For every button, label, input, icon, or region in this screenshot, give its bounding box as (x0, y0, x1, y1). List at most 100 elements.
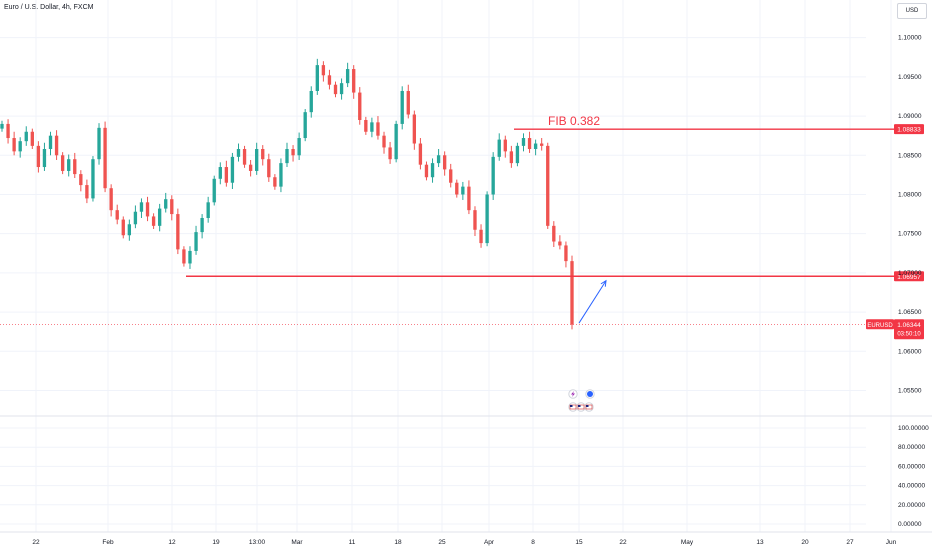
candle (121, 216, 125, 239)
time-tick-label: 22 (619, 539, 627, 546)
candle-body (473, 210, 477, 230)
candle (388, 141, 392, 164)
candle-body (303, 112, 307, 139)
candle (546, 142, 550, 229)
candle (236, 143, 241, 162)
candle-body (515, 145, 520, 164)
candle (345, 62, 350, 88)
candle-body (412, 114, 417, 144)
candle-body (552, 225, 556, 242)
candle-body (521, 138, 526, 146)
projection-arrow (578, 280, 607, 324)
candle (515, 142, 520, 167)
price-tick-label: 1.06000 (898, 348, 922, 355)
candle (552, 221, 556, 248)
candle-body (503, 139, 507, 152)
candle-body (170, 199, 174, 215)
candle (564, 241, 568, 268)
candle-body (449, 169, 453, 183)
candle-body (327, 75, 332, 85)
candle (85, 179, 89, 204)
candle-body (442, 155, 447, 170)
candle-body (12, 138, 16, 152)
candle (176, 208, 180, 255)
candle (527, 131, 532, 153)
time-tick-label: 15 (575, 539, 583, 546)
candle-body (157, 208, 162, 226)
time-axis[interactable]: 22 Feb 12 19 13:00 Mar 11 18 25 Apr 8 15 22 May 13 20 27… (32, 539, 896, 546)
time-tick-label: 13 (756, 539, 764, 546)
candle-body (279, 163, 283, 187)
candle-body (145, 202, 150, 217)
indicator-tick-label: 60.00000 (898, 463, 925, 470)
candle (97, 123, 101, 165)
level-price-label: 1.08833 (897, 127, 921, 134)
candle-body (297, 138, 301, 156)
candle (54, 130, 59, 160)
candle-body (418, 143, 423, 165)
candle (364, 116, 368, 135)
candle-body (345, 69, 350, 84)
currency-button[interactable]: USD (897, 3, 927, 19)
symbol-label: EURUSD (867, 323, 893, 329)
price-tick-label: 1.08000 (898, 191, 922, 198)
price-tick-label: 1.09500 (898, 74, 922, 81)
flag-canton (586, 405, 589, 407)
candle (570, 255, 574, 330)
event-markers[interactable] (568, 389, 595, 412)
candle-body (85, 185, 89, 199)
candle (273, 174, 277, 190)
candle-body (273, 177, 277, 187)
candle-body (255, 149, 259, 171)
candle (473, 206, 477, 237)
candle (540, 138, 544, 151)
symbol-badge (866, 319, 894, 330)
level-price-badge (894, 124, 924, 135)
candle (30, 128, 34, 150)
candle (36, 141, 41, 173)
candle (358, 87, 362, 125)
candle (139, 198, 144, 218)
candle-body (218, 167, 222, 179)
candle-body (121, 219, 125, 236)
candle (103, 121, 107, 193)
flag-canton (578, 405, 581, 407)
candle-body (315, 65, 319, 91)
time-tick-label: 12 (168, 539, 176, 546)
candle-body (291, 149, 295, 156)
flag-canton (570, 405, 573, 407)
candle-body (370, 122, 374, 132)
candle-body (509, 151, 514, 164)
level-price-badge (894, 271, 924, 282)
candle-body (224, 167, 229, 183)
candles (0, 58, 574, 330)
candle (127, 219, 132, 241)
candle-body (176, 214, 180, 250)
candle-body (467, 186, 471, 211)
candle-body (285, 149, 289, 164)
last-price-badge (894, 319, 924, 340)
candle (491, 152, 495, 200)
projection-arrow-head (600, 279, 607, 287)
price-tick-label: 1.07500 (898, 231, 922, 238)
candle (267, 153, 271, 182)
time-tick-label: 25 (438, 539, 446, 546)
candle-body (133, 211, 138, 225)
candle (151, 213, 156, 229)
time-tick-label: 19 (212, 539, 220, 546)
candle-body (109, 188, 113, 211)
candle-body (491, 156, 495, 195)
candle (370, 117, 374, 138)
price-axis[interactable]: 1.10000 1.09500 1.09000 1.08500 1.08000 1.075… (898, 35, 922, 395)
candle (455, 179, 459, 198)
time-tick-label: 18 (394, 539, 402, 546)
candle (164, 192, 168, 213)
candle-body (54, 135, 59, 156)
candle-body (236, 149, 241, 157)
candle (73, 152, 77, 179)
indicator-pane: 100.00000 80.00000 60.00000 40.00000 20.0000… (0, 425, 929, 528)
candle (200, 214, 204, 239)
candle (291, 145, 295, 162)
time-tick-label: Feb (102, 539, 114, 546)
